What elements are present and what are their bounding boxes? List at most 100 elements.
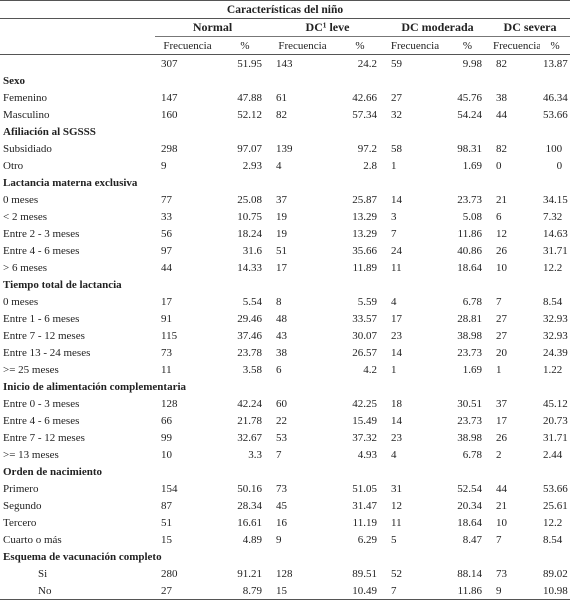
data-row: Segundo 87 28.34 45 31.47 12 20.34 21 25.61 [0, 497, 570, 514]
value-cell: 7 [496, 295, 502, 308]
value-cell: 58 [391, 142, 402, 155]
value-cell: 91 [161, 312, 172, 325]
value-cell: 6 [276, 363, 282, 376]
value-cell: 4 [276, 159, 282, 172]
value-cell: 37 [496, 397, 507, 410]
row-label: Entre 7 - 12 meses [3, 431, 85, 444]
value-cell: 52 [391, 567, 402, 580]
value-cell: 97.07 [237, 142, 262, 155]
value-cell: 17 [276, 261, 287, 274]
value-cell: 31.71 [543, 431, 568, 444]
total-cell: 82 [496, 57, 507, 70]
value-cell: 17 [391, 312, 402, 325]
value-cell: 30.07 [352, 329, 377, 342]
value-cell: 27 [391, 91, 402, 104]
value-cell: 89.02 [543, 567, 568, 580]
value-cell: 38 [276, 346, 287, 359]
value-cell: 9 [161, 159, 167, 172]
row-label: Entre 4 - 6 meses [3, 244, 80, 257]
value-cell: 31.6 [242, 244, 262, 257]
value-cell: 280 [161, 567, 178, 580]
value-cell: 91.21 [237, 567, 262, 580]
data-row: Otro 9 2.93 4 2.8 1 1.69 0 0 [0, 157, 570, 174]
value-cell: 26 [496, 244, 507, 257]
row-label: No [0, 582, 155, 600]
value-cell: 1 [391, 363, 397, 376]
table-title: Características del niño [0, 0, 570, 19]
value-cell: 8.54 [543, 295, 563, 308]
value-cell: 2.93 [242, 159, 262, 172]
value-cell: 73 [276, 482, 287, 495]
total-cell: 51.95 [237, 57, 262, 70]
value-cell: 45.12 [543, 397, 568, 410]
value-cell: 61 [276, 91, 287, 104]
value-cell: 128 [161, 397, 178, 410]
value-cell: 82 [276, 108, 287, 121]
value-cell: 10 [496, 516, 507, 529]
value-cell: 11.19 [352, 516, 377, 529]
value-cell: 18.64 [457, 516, 482, 529]
value-cell: 51.05 [352, 482, 377, 495]
value-cell: 4.93 [357, 448, 377, 461]
section-row: Orden de nacimiento [0, 463, 570, 480]
value-cell: 24.39 [543, 346, 568, 359]
value-cell: 42.66 [352, 91, 377, 104]
value-cell: 14.63 [543, 227, 568, 240]
value-cell: 24 [391, 244, 402, 257]
value-cell: 16.61 [237, 516, 262, 529]
row-label: Entre 2 - 3 meses [3, 227, 80, 240]
value-cell: 29.46 [237, 312, 262, 325]
data-row: Entre 13 - 24 meses 73 23.78 38 26.57 14 23.73… [0, 344, 570, 361]
value-cell: 23.73 [457, 193, 482, 206]
section-row: Lactancia materna exclusiva [0, 174, 570, 191]
value-cell: 3.58 [242, 363, 262, 376]
data-row: Entre 7 - 12 meses 99 32.67 53 37.32 23 38.98 2… [0, 429, 570, 446]
data-row: No 27 8.79 15 10.49 7 11.86 9 10.98 [0, 582, 570, 600]
value-cell: 51 [276, 244, 287, 257]
value-cell: 97.2 [357, 142, 377, 155]
value-cell: 26.57 [352, 346, 377, 359]
value-cell: 6.78 [462, 295, 482, 308]
column-header: Frecuencia [270, 36, 335, 55]
value-cell: 46.34 [543, 91, 568, 104]
value-cell: 11.89 [352, 261, 377, 274]
value-cell: 1 [496, 363, 502, 376]
value-cell: 9 [490, 582, 540, 600]
value-cell: 15 [270, 582, 335, 600]
total-cell: 24.2 [357, 57, 377, 70]
column-header: Frecuencia [490, 36, 540, 55]
value-cell: 17 [496, 414, 507, 427]
value-cell: 7 [276, 448, 282, 461]
value-cell: 5.59 [357, 295, 377, 308]
value-cell: 6.29 [357, 533, 377, 546]
row-label: Entre 7 - 12 meses [3, 329, 85, 342]
value-cell: 52.12 [237, 108, 262, 121]
value-cell: 32.93 [543, 312, 568, 325]
value-cell: 298 [161, 142, 178, 155]
value-cell: 23.73 [457, 346, 482, 359]
value-cell: 77 [161, 193, 172, 206]
value-cell: 23 [391, 329, 402, 342]
total-cell: 13.87 [543, 57, 568, 70]
value-cell: 40.86 [457, 244, 482, 257]
value-cell: 0 [496, 159, 502, 172]
value-cell: 27 [496, 329, 507, 342]
value-cell: 14 [391, 414, 402, 427]
value-cell: 20 [496, 346, 507, 359]
value-cell: 45 [276, 499, 287, 512]
value-cell: 6 [496, 210, 502, 223]
group-header: DC moderada [385, 18, 490, 37]
value-cell: 10 [496, 261, 507, 274]
value-cell: 7 [496, 533, 502, 546]
value-cell: 44 [496, 482, 507, 495]
value-cell: 12.2 [543, 261, 563, 274]
value-cell: 7 [385, 582, 445, 600]
value-cell: 82 [496, 142, 507, 155]
value-cell: 52.54 [457, 482, 482, 495]
value-cell: 15.49 [352, 414, 377, 427]
column-header: % [540, 36, 570, 55]
value-cell: 10.98 [540, 582, 570, 600]
